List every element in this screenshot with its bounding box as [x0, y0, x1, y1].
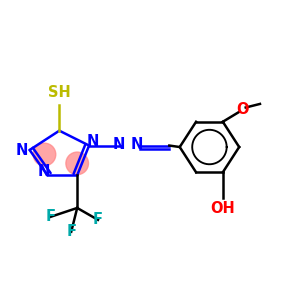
Text: F: F [45, 209, 56, 224]
Text: N: N [38, 164, 50, 179]
Text: N: N [86, 134, 99, 149]
Text: N: N [112, 137, 125, 152]
Text: F: F [93, 212, 103, 227]
Text: SH: SH [48, 85, 71, 100]
Circle shape [33, 143, 56, 166]
Text: N: N [131, 137, 143, 152]
Text: N: N [16, 142, 28, 158]
Text: F: F [66, 224, 76, 239]
Text: O: O [236, 102, 248, 117]
Text: OH: OH [210, 201, 235, 216]
Circle shape [66, 152, 88, 175]
